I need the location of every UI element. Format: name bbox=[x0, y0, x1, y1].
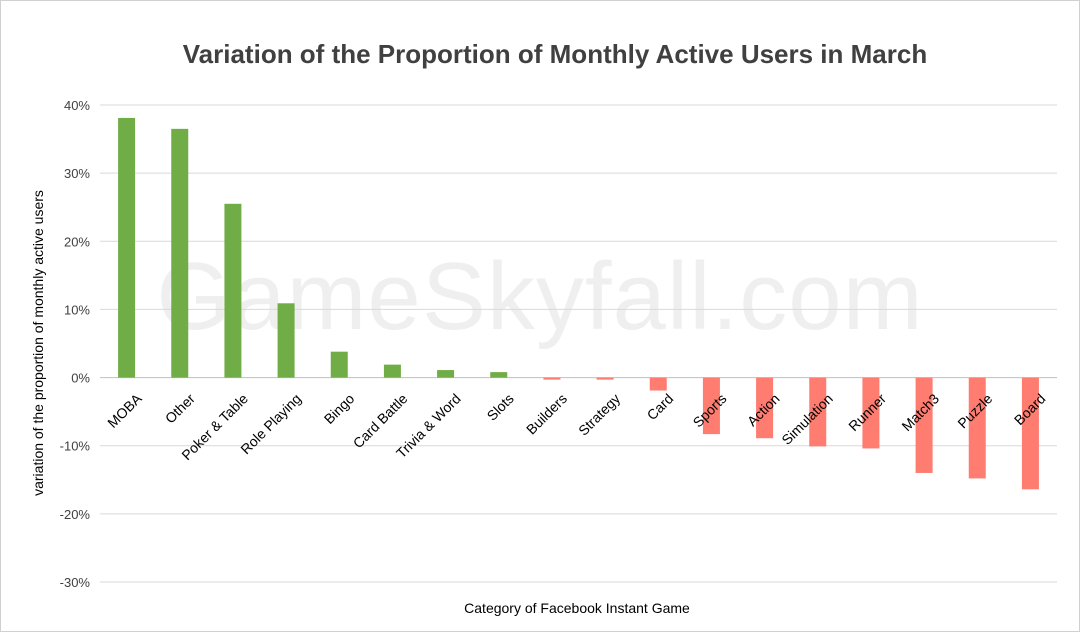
bar bbox=[862, 377, 880, 449]
bar bbox=[915, 377, 933, 473]
y-tick-label: 10% bbox=[64, 302, 90, 317]
gridlines bbox=[100, 104, 1057, 583]
bar bbox=[649, 377, 667, 391]
y-tick-label: -10% bbox=[60, 439, 91, 454]
x-axis-title: Category of Facebook Instant Game bbox=[464, 600, 690, 616]
chart-title: Variation of the Proportion of Monthly A… bbox=[183, 39, 927, 69]
category-label: Builders bbox=[523, 390, 570, 437]
category-label: Simulation bbox=[778, 390, 836, 448]
category-label: Card bbox=[644, 390, 677, 423]
y-tick-label: 30% bbox=[64, 166, 90, 181]
bar bbox=[224, 203, 242, 378]
category-label: Bingo bbox=[321, 390, 358, 427]
bar bbox=[490, 372, 508, 378]
bar bbox=[809, 377, 827, 447]
bar bbox=[383, 364, 401, 378]
bar bbox=[1021, 377, 1039, 490]
category-label: Other bbox=[162, 390, 198, 426]
bar bbox=[756, 377, 774, 439]
y-tick-label: 40% bbox=[64, 98, 90, 113]
y-tick-label: -30% bbox=[60, 575, 91, 590]
bar bbox=[171, 128, 189, 378]
category-label: MOBA bbox=[104, 390, 145, 431]
category-label: Strategy bbox=[575, 390, 623, 438]
bar bbox=[702, 377, 720, 435]
y-tick-label: -20% bbox=[60, 507, 91, 522]
bar bbox=[277, 303, 295, 378]
y-tick-labels: 40% 30% 20% 10% 0% -10% -20% -30% bbox=[60, 98, 91, 590]
bar bbox=[543, 377, 561, 380]
y-tick-label: 0% bbox=[71, 371, 90, 386]
bar bbox=[118, 117, 136, 378]
bars bbox=[118, 117, 1039, 490]
y-tick-label: 20% bbox=[64, 234, 90, 249]
y-axis-title: variation of the proportion of monthly a… bbox=[30, 190, 46, 496]
bar bbox=[596, 377, 614, 380]
bar bbox=[968, 377, 986, 479]
category-label: Slots bbox=[484, 390, 517, 423]
bar bbox=[330, 351, 348, 378]
bar bbox=[437, 370, 455, 378]
